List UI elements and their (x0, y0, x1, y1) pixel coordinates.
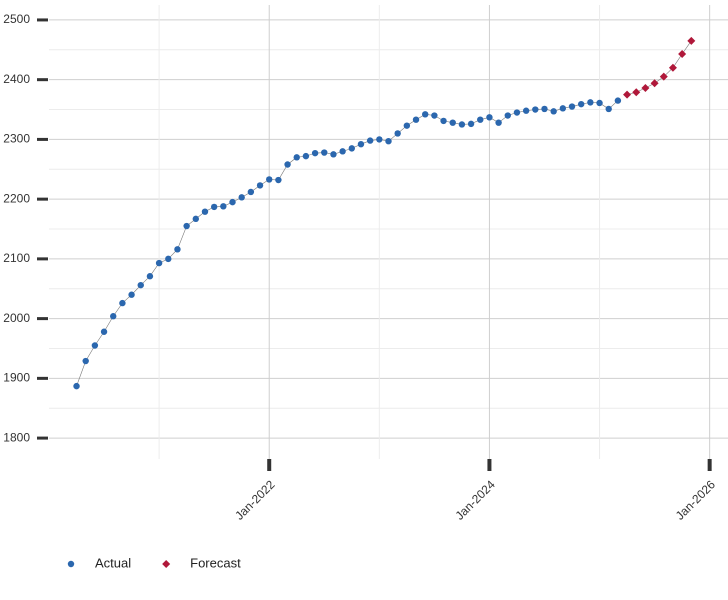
legend-label: Actual (95, 555, 131, 570)
x-tick-label: Jan-2024 (453, 477, 499, 523)
marker (321, 149, 328, 156)
y-tick-label: 2300 (3, 132, 30, 146)
marker (541, 105, 548, 113)
marker (311, 149, 319, 157)
marker (678, 49, 687, 58)
marker (458, 121, 466, 128)
marker (183, 222, 190, 230)
x-tick-label: Jan-2022 (232, 477, 278, 523)
marker (110, 313, 117, 320)
marker (82, 357, 89, 365)
marker (119, 299, 126, 307)
marker (513, 109, 521, 116)
marker (596, 99, 603, 107)
marker (623, 90, 632, 99)
marker (100, 328, 108, 335)
marker (577, 100, 585, 108)
y-tick-label: 2000 (3, 311, 30, 325)
marker (587, 99, 594, 106)
marker (146, 273, 154, 280)
marker (449, 119, 456, 126)
marker (605, 105, 612, 113)
marker (614, 97, 622, 104)
marker (687, 36, 696, 45)
marker (412, 116, 420, 123)
marker (366, 137, 374, 144)
marker (550, 108, 557, 115)
marker (522, 107, 530, 114)
marker (641, 84, 650, 93)
marker (668, 63, 677, 72)
marker (210, 203, 218, 211)
marker (403, 122, 411, 129)
marker (467, 120, 475, 128)
y-tick-label: 2500 (3, 12, 30, 26)
y-tick-label: 1800 (3, 430, 30, 444)
marker (330, 151, 337, 158)
marker (220, 203, 227, 210)
marker (431, 112, 438, 119)
marker (339, 148, 346, 155)
marker (128, 291, 135, 298)
marker (73, 382, 80, 390)
marker (650, 79, 659, 88)
marker (256, 182, 264, 189)
series-line (76, 100, 619, 387)
marker (247, 188, 255, 196)
marker (568, 103, 576, 110)
marker (192, 215, 200, 223)
x-tick-label: Jan-2026 (673, 477, 719, 523)
legend-marker (162, 560, 171, 568)
marker (495, 119, 502, 126)
marker (165, 255, 172, 263)
marker (559, 105, 567, 112)
legend-marker (67, 560, 75, 568)
marker (275, 176, 282, 184)
marker (293, 154, 300, 161)
marker (266, 176, 273, 183)
marker (174, 246, 181, 253)
marker (229, 198, 236, 206)
legend: Actual Forecast (67, 555, 241, 570)
marker (302, 152, 310, 160)
marker (91, 342, 99, 349)
series-line (626, 40, 692, 95)
y-tick-label: 2400 (3, 72, 30, 86)
y-tick-label: 2200 (3, 191, 30, 205)
marker (632, 88, 641, 97)
marker (137, 281, 144, 289)
legend-label: Forecast (190, 555, 241, 570)
marker (486, 114, 493, 121)
grid: 1800 1900 2000 2100 2200 2300 2400 2500 Jan-2022… (3, 5, 728, 523)
marker (201, 208, 209, 215)
marker (385, 138, 392, 145)
marker (357, 140, 365, 148)
y-tick-label: 2100 (3, 251, 30, 265)
marker (155, 259, 163, 267)
marker (376, 136, 383, 143)
marker (504, 112, 511, 119)
plot-area (73, 36, 696, 390)
marker (532, 106, 539, 113)
marker (284, 161, 291, 168)
marker (659, 72, 668, 81)
marker (477, 116, 484, 123)
marker (440, 117, 447, 125)
y-tick-label: 1900 (3, 371, 30, 385)
marker (348, 145, 355, 152)
marker (238, 194, 245, 201)
marker (422, 111, 429, 118)
marker (394, 130, 401, 137)
